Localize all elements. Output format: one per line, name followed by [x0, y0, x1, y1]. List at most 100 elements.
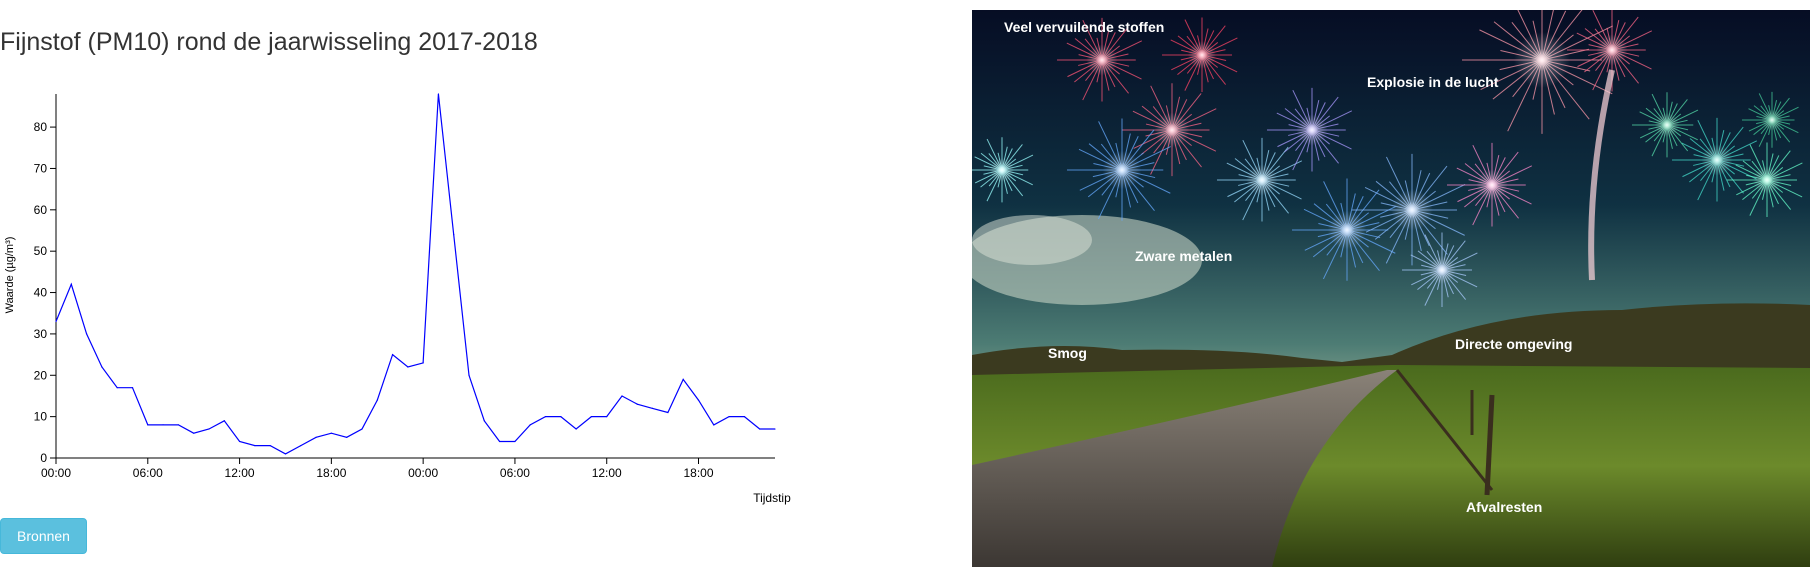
y-tick-label: 40 — [34, 286, 48, 300]
data-point — [70, 283, 72, 285]
data-point — [743, 416, 746, 418]
firework-burst — [1067, 118, 1171, 221]
fireworks-landscape-image: Veel vervuilende stoffen Explosie in de … — [972, 10, 1810, 567]
firework-burst — [1632, 92, 1699, 158]
data-point — [162, 424, 164, 426]
series-points — [55, 93, 776, 455]
data-point — [85, 333, 88, 335]
data-point — [238, 440, 241, 443]
data-point — [391, 353, 394, 356]
y-tick-label: 80 — [34, 120, 48, 134]
data-point — [667, 411, 669, 414]
data-point — [101, 366, 103, 368]
firework-burst — [1447, 142, 1533, 227]
data-point — [269, 444, 271, 447]
chart-axes — [55, 94, 775, 459]
data-point — [544, 416, 547, 418]
data-point — [529, 424, 531, 426]
firework-burst — [1057, 17, 1143, 102]
data-point — [697, 399, 700, 401]
data-point — [514, 440, 516, 443]
data-point — [468, 374, 470, 376]
svg-text:Directe omgeving: Directe omgeving — [1455, 336, 1572, 352]
svg-text:Explosie in de lucht: Explosie in de lucht — [1367, 74, 1499, 90]
y-axis-ticks: 0 10 20 30 40 50 60 70 80 — [34, 120, 56, 465]
x-axis-ticks: 00:00 06:00 12:00 18:00 00:00 06:00 12:00 18:00 — [41, 458, 714, 480]
data-point — [560, 416, 562, 418]
x-tick-label: 12:00 — [225, 466, 255, 480]
data-point — [116, 387, 118, 389]
rocket-trail — [1588, 69, 1615, 281]
x-tick-label: 06:00 — [500, 466, 530, 480]
firework-bursts — [972, 10, 1803, 307]
data-point — [361, 428, 363, 430]
data-point — [590, 416, 593, 418]
data-point — [422, 362, 424, 364]
data-point — [346, 436, 348, 438]
data-point — [713, 424, 715, 426]
firework-burst — [1462, 10, 1613, 134]
svg-text:Veel vervuilende stoffen: Veel vervuilende stoffen — [1004, 19, 1164, 35]
y-axis-label: Waarde (µg/m³) — [4, 237, 16, 314]
data-point — [437, 93, 440, 95]
data-point — [774, 428, 776, 430]
y-tick-label: 70 — [34, 161, 48, 175]
firework-burst — [1402, 232, 1478, 307]
data-point — [621, 395, 623, 397]
chart-title: Fijnstof (PM10) rond de jaarwisseling 20… — [0, 28, 538, 56]
series-line — [55, 93, 775, 455]
bronnen-button[interactable]: Bronnen — [0, 518, 87, 554]
svg-text:Afvalresten: Afvalresten — [1466, 499, 1542, 515]
x-tick-label: 00:00 — [408, 466, 438, 480]
data-point — [254, 444, 256, 447]
data-point — [575, 428, 577, 430]
data-point — [759, 428, 761, 430]
y-tick-label: 10 — [34, 410, 48, 424]
x-tick-label: 18:00 — [316, 466, 346, 480]
svg-text:Smog: Smog — [1048, 345, 1087, 361]
firework-burst — [1742, 91, 1799, 148]
data-point — [177, 424, 179, 426]
firework-burst — [1267, 87, 1353, 172]
data-point — [483, 420, 485, 422]
x-axis-label: Tijdstip — [753, 491, 791, 505]
data-point — [606, 416, 608, 418]
firework-burst — [1217, 137, 1303, 222]
data-point — [300, 444, 302, 447]
firework-burst — [1352, 153, 1466, 266]
data-point — [315, 436, 317, 438]
data-point — [131, 387, 134, 389]
firework-burst — [1122, 83, 1217, 177]
data-point — [55, 320, 57, 323]
y-tick-label: 0 — [40, 451, 47, 465]
firework-burst — [1727, 142, 1803, 217]
firework-burst — [1567, 10, 1653, 92]
data-point — [636, 403, 638, 405]
y-tick-label: 30 — [34, 327, 48, 341]
y-tick-label: 50 — [34, 244, 48, 258]
x-tick-label: 12:00 — [592, 466, 622, 480]
firework-burst — [1162, 17, 1238, 92]
data-point — [223, 420, 225, 422]
y-tick-label: 20 — [34, 368, 48, 382]
svg-text:Zware metalen: Zware metalen — [1135, 248, 1232, 264]
data-point — [147, 424, 149, 426]
data-point — [193, 432, 195, 434]
data-point — [453, 234, 455, 236]
y-tick-label: 60 — [34, 203, 48, 217]
x-tick-label: 00:00 — [41, 466, 71, 480]
data-point — [376, 399, 378, 401]
x-tick-label: 06:00 — [133, 466, 163, 480]
data-point — [682, 378, 684, 381]
data-point — [728, 416, 730, 418]
data-point — [652, 407, 654, 409]
firework-burst — [972, 137, 1034, 203]
data-point — [330, 432, 332, 434]
firework-burst — [1292, 178, 1396, 281]
data-point — [208, 428, 210, 430]
x-tick-label: 18:00 — [683, 466, 713, 480]
data-point — [407, 366, 409, 368]
data-point — [499, 440, 501, 443]
data-point — [284, 453, 287, 455]
